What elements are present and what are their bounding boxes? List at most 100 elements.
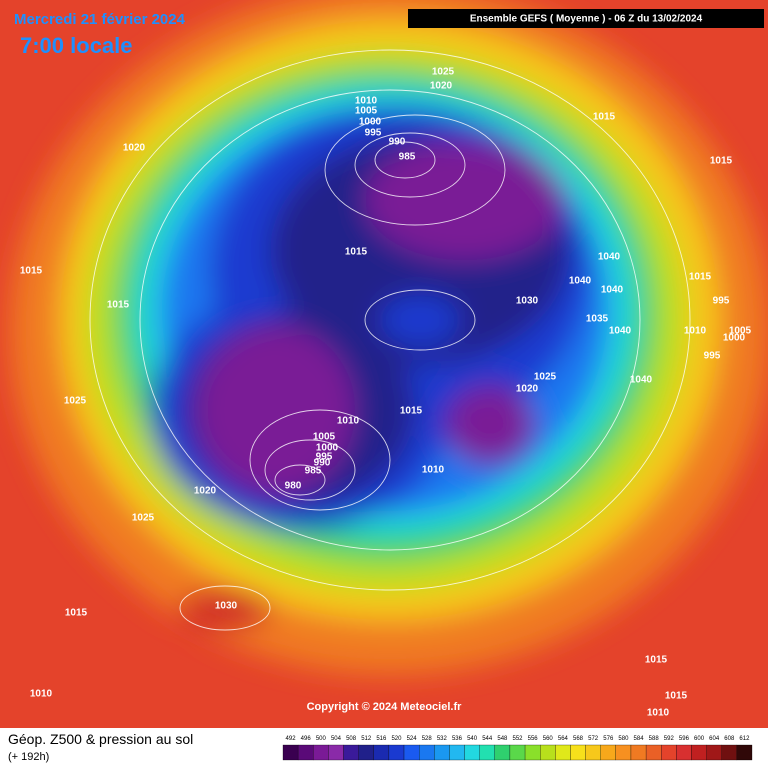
scale-swatch (706, 744, 722, 761)
scale-label: 572 (588, 736, 599, 742)
isobar-label: 1010 (684, 326, 707, 337)
time: 7:00 locale (20, 33, 133, 58)
isobar-label: 1020 (430, 81, 453, 92)
scale-label: 604 (709, 736, 720, 742)
isobar-label: 1015 (689, 272, 712, 283)
isobar-label: 1025 (432, 67, 455, 78)
isobar-label: 1015 (400, 406, 423, 417)
isobar-label: 1040 (601, 285, 624, 296)
scale-swatch (282, 744, 299, 761)
scale-label: 492 (286, 736, 297, 742)
isobar-label: 985 (399, 152, 416, 163)
scale-swatch (585, 744, 601, 761)
scale-swatch (509, 744, 526, 761)
isobar-label: 985 (305, 466, 322, 477)
isobar-label: 1015 (65, 608, 88, 619)
run-box (408, 9, 764, 28)
scale-label: 524 (407, 736, 418, 742)
scale-swatch (449, 744, 465, 761)
scale-swatch (524, 744, 541, 761)
isobar-label: 1015 (593, 112, 616, 123)
isobar-label: 1005 (355, 106, 378, 117)
isobar-label: 1015 (20, 266, 43, 277)
isobar-label: 1025 (64, 396, 87, 407)
scale-swatch (313, 744, 329, 761)
isobar-label: 1015 (645, 655, 668, 666)
scale-label: 528 (422, 736, 433, 742)
isobar-label: 995 (365, 128, 382, 139)
scale-swatch (358, 744, 374, 761)
scale-swatch (615, 744, 632, 761)
isobar-label: 1035 (586, 314, 609, 325)
scale-swatch (645, 744, 662, 761)
scale-label: 556 (528, 736, 539, 742)
isobar-label: 995 (704, 351, 721, 362)
legend-subtitle: (+ 192h) (8, 751, 49, 763)
scale-label: 500 (316, 736, 327, 742)
scale-label: 580 (618, 736, 629, 742)
scale-label: 508 (346, 736, 357, 742)
isobar-label: 1040 (569, 276, 592, 287)
isobar-label: 1020 (516, 384, 539, 395)
scale-label: 576 (603, 736, 614, 742)
isobar-label: 990 (389, 137, 406, 148)
isobar-label: 1030 (215, 601, 238, 612)
isobar-label: 1020 (194, 486, 217, 497)
scale-label: 552 (512, 736, 523, 742)
scale-label: 540 (467, 736, 478, 742)
scale-label: 596 (679, 736, 690, 742)
scale-label: 536 (452, 736, 463, 742)
isobar-label: 1010 (647, 708, 670, 719)
isobar-label: 1025 (534, 372, 557, 383)
isobar-label: 1020 (123, 143, 146, 154)
isobar-label: 1040 (630, 375, 653, 386)
scale-swatch (419, 744, 435, 761)
isobar-label: 995 (316, 452, 333, 463)
scale-swatch (555, 744, 571, 761)
color-scale: 492 496 500 504 508 512 516 520 524 528 532 536 540 5… (282, 736, 753, 761)
isobar-label: 1010 (355, 96, 378, 107)
scale-swatch (630, 744, 647, 761)
scale-swatch (328, 744, 344, 761)
scale-label: 568 (573, 736, 584, 742)
isobar-label: 1000 (316, 443, 339, 454)
scale-swatch (388, 744, 405, 761)
scale-swatch (373, 744, 390, 761)
scale-swatch (721, 744, 738, 761)
isobar-label: 1040 (609, 326, 632, 337)
scale-swatch (600, 744, 616, 761)
scale-swatch (691, 744, 707, 761)
isobar-label: 995 (713, 296, 730, 307)
scale-label: 588 (649, 736, 660, 742)
date: Mercredi 21 février 2024 (14, 11, 186, 28)
isobar-label: 1000 (359, 117, 382, 128)
isobar-label: 1005 (313, 432, 336, 443)
scale-swatch (434, 744, 450, 761)
scale-label: 600 (694, 736, 705, 742)
scale-label: 504 (331, 736, 342, 742)
isobar-label: 1000 (723, 333, 746, 344)
scale-swatch (403, 744, 420, 761)
legend-title: Géop. Z500 & pression au sol (8, 731, 193, 747)
scale-label: 612 (739, 736, 750, 742)
scale-label: 520 (391, 736, 402, 742)
scale-label: 532 (437, 736, 448, 742)
scale-label: 516 (376, 736, 387, 742)
scale-label: 592 (664, 736, 675, 742)
scale-label: 512 (361, 736, 372, 742)
isobar-label: 1040 (598, 252, 621, 263)
isobar-label: 1030 (516, 296, 539, 307)
scale-swatch (494, 744, 511, 761)
isobar-label: 1015 (107, 300, 130, 311)
isobar-label: 980 (285, 481, 302, 492)
scale-swatch (343, 744, 359, 761)
scale-swatch (540, 744, 556, 761)
scale-swatch (297, 744, 314, 761)
copyright: Copyright © 2024 Meteociel.fr (307, 701, 463, 713)
scale-label: 564 (558, 736, 569, 742)
isobar-label: 1010 (422, 465, 445, 476)
isobar-label: 1010 (337, 416, 360, 427)
run-info: Ensemble GEFS ( Moyenne ) - 06 Z du 13/0… (470, 14, 703, 25)
scale-label: 544 (482, 736, 493, 742)
isobar-labels: 1025102010101005100099599098510151015102… (20, 67, 752, 719)
